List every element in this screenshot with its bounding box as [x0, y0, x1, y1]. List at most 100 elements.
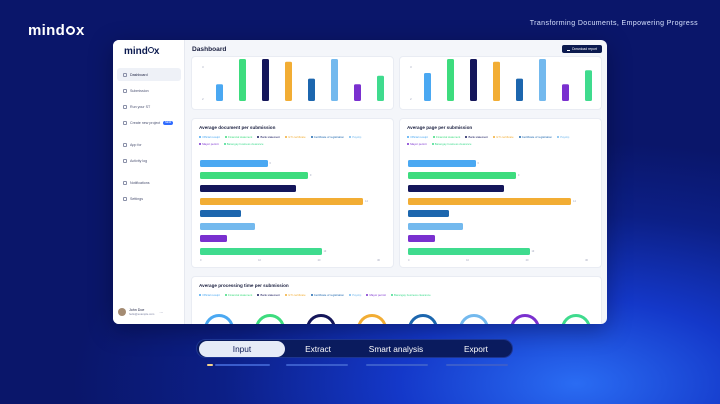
- y-tick-label: 3: [202, 65, 204, 69]
- legend-swatch: [284, 136, 287, 138]
- bell-icon: [123, 180, 127, 185]
- legend-label: Mayor permit: [369, 293, 386, 297]
- legend-item: Barangay business clearance: [390, 293, 431, 297]
- legend-item: Official receipt: [199, 293, 220, 297]
- legend-swatch: [407, 143, 409, 145]
- x-tick-label: 0: [408, 259, 410, 262]
- bar[interactable]: [354, 84, 361, 101]
- bar[interactable]: [408, 197, 572, 205]
- bar[interactable]: [200, 210, 241, 218]
- bar[interactable]: [493, 61, 500, 101]
- legend-label: Mayor permit: [410, 142, 427, 146]
- chart-bars: 6 9 14 10: [408, 159, 588, 260]
- donut-chart[interactable]: [306, 314, 336, 324]
- plus-icon: [123, 120, 127, 125]
- bar[interactable]: [408, 185, 504, 192]
- bar[interactable]: [200, 197, 364, 205]
- tab-extract[interactable]: Extract: [305, 344, 331, 354]
- activity-icon: [123, 158, 127, 163]
- bar[interactable]: [285, 61, 292, 101]
- bar[interactable]: [408, 222, 464, 230]
- bar-row: [408, 184, 588, 193]
- bar-value-label: 6: [477, 161, 479, 165]
- step-progress-smart-analysis: [366, 364, 428, 366]
- bar[interactable]: [408, 172, 516, 180]
- sidebar-item-notifications[interactable]: Notifications: [117, 176, 181, 189]
- bar[interactable]: [408, 247, 530, 255]
- download-report-button[interactable]: Download report: [562, 45, 602, 53]
- tab-export[interactable]: Export: [464, 344, 488, 354]
- avg-processing-time-card: Average processing time per submission O…: [191, 276, 602, 324]
- chart-legend: Official receipt Financial statement Bank …: [199, 135, 379, 146]
- bar[interactable]: [239, 59, 246, 101]
- bar[interactable]: [408, 235, 435, 243]
- legend-swatch: [257, 136, 260, 138]
- legend-label: GTI certificate: [288, 135, 306, 139]
- bar-value-label: 6: [269, 161, 271, 165]
- bar[interactable]: [200, 185, 296, 192]
- chart-legend: Official receipt Financial statement Bank …: [407, 135, 587, 146]
- legend-label: Barangay business clearance: [226, 142, 264, 146]
- legend-label: Bank statement: [260, 293, 280, 297]
- donut-chart[interactable]: [561, 314, 591, 324]
- legend-item: Bank statement: [465, 135, 488, 139]
- legend-label: Payslip: [352, 293, 362, 297]
- donut-chart[interactable]: [408, 314, 438, 324]
- bar[interactable]: [539, 59, 546, 101]
- sidebar-item-activity-log[interactable]: Activity log: [117, 154, 181, 167]
- user-profile[interactable]: John Doe hello@example.com ⋯: [118, 308, 163, 316]
- legend-label: Payslip: [560, 135, 570, 139]
- bar-row: 9: [200, 172, 380, 181]
- bar[interactable]: [470, 59, 477, 101]
- legend-swatch: [518, 136, 521, 138]
- bar-value-label: 10: [323, 249, 327, 253]
- bar[interactable]: [377, 75, 384, 101]
- bar[interactable]: [200, 247, 322, 255]
- bar[interactable]: [408, 159, 476, 167]
- bar[interactable]: [562, 84, 569, 101]
- donut-chart[interactable]: [510, 314, 540, 324]
- app-window: mind x Dashboard Submission Run your ST C…: [113, 40, 607, 324]
- sidebar-item-run[interactable]: Run your ST: [117, 100, 181, 113]
- tab-input[interactable]: Input: [199, 341, 285, 357]
- sidebar-item-settings[interactable]: Settings: [117, 192, 181, 205]
- donut-chart[interactable]: [204, 314, 234, 324]
- legend-label: Official receipt: [202, 293, 220, 297]
- donut-chart[interactable]: [255, 314, 285, 324]
- new-badge: NEW: [163, 120, 174, 125]
- app-logo: mind x: [124, 46, 160, 57]
- bar-row: [408, 234, 588, 243]
- bar[interactable]: [216, 84, 223, 101]
- legend-item: Certificate of registration: [310, 135, 344, 139]
- legend-label: GTI certificate: [288, 293, 306, 297]
- bar[interactable]: [200, 235, 227, 243]
- tab-smart-analysis[interactable]: Smart analysis: [368, 344, 424, 354]
- chart-bars: 6 9 14 10: [200, 159, 380, 260]
- bar[interactable]: [516, 78, 523, 101]
- bar[interactable]: [424, 73, 431, 101]
- bar[interactable]: [408, 210, 449, 218]
- bar-row: 14: [200, 197, 380, 206]
- bar[interactable]: [200, 159, 268, 167]
- bar-row: 10: [200, 247, 380, 256]
- donut-chart[interactable]: [459, 314, 489, 324]
- bar[interactable]: [200, 222, 256, 230]
- bar[interactable]: [308, 78, 315, 101]
- bar[interactable]: [331, 59, 338, 101]
- bar[interactable]: [262, 59, 269, 101]
- bar[interactable]: [585, 70, 592, 101]
- bar[interactable]: [447, 59, 454, 101]
- x-axis: 0 10 20 30: [408, 259, 588, 262]
- sidebar-item-submission[interactable]: Submission: [117, 84, 181, 97]
- sidebar-item-create-project[interactable]: Create new project NEW: [117, 116, 181, 129]
- donut-chart[interactable]: [357, 314, 387, 324]
- sidebar-item-app[interactable]: App for: [117, 138, 181, 151]
- legend-item: Certificate of registration: [518, 135, 552, 139]
- more-icon[interactable]: ⋯: [159, 309, 164, 315]
- bar[interactable]: [200, 172, 308, 180]
- bar-value-label: 14: [365, 199, 368, 203]
- sidebar-item-dashboard[interactable]: Dashboard: [117, 68, 181, 81]
- legend-item: Financial statement: [224, 135, 252, 139]
- legend-item: Bank statement: [257, 135, 280, 139]
